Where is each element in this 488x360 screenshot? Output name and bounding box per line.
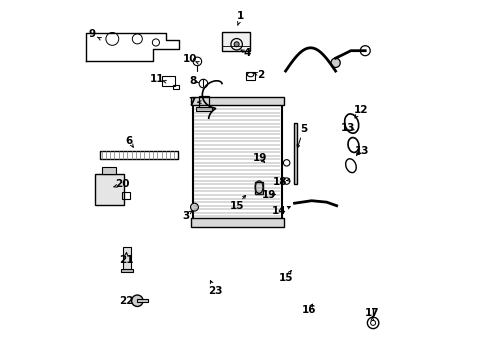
Text: 7: 7	[187, 97, 195, 107]
Text: 8: 8	[189, 76, 196, 86]
Bar	[137, 298, 148, 302]
Bar	[246, 72, 255, 80]
Bar	[196, 107, 212, 111]
Text: 17: 17	[365, 308, 379, 318]
Bar	[162, 76, 175, 86]
Text: 10: 10	[183, 54, 197, 64]
Bar	[255, 182, 263, 194]
Text: 11: 11	[149, 74, 164, 84]
Text: 16: 16	[301, 305, 315, 315]
Bar	[192, 105, 282, 219]
Bar	[173, 85, 179, 89]
Text: 13: 13	[340, 123, 355, 133]
Bar	[198, 96, 209, 109]
Bar	[190, 97, 283, 105]
Text: 22: 22	[119, 296, 134, 306]
Circle shape	[190, 203, 198, 211]
Bar	[122, 192, 130, 199]
Bar	[293, 123, 297, 184]
Bar	[102, 167, 116, 174]
Text: 13: 13	[354, 146, 368, 156]
Text: 18: 18	[272, 177, 287, 187]
Text: 19: 19	[252, 153, 266, 163]
Text: 20: 20	[115, 179, 129, 189]
Text: 4: 4	[243, 48, 250, 58]
Circle shape	[131, 295, 143, 306]
Text: 15: 15	[229, 201, 244, 211]
Bar	[190, 218, 283, 227]
Text: 9: 9	[88, 29, 95, 39]
Text: 3: 3	[182, 211, 189, 221]
Bar	[123, 247, 131, 270]
Bar	[100, 152, 178, 159]
Text: 21: 21	[119, 255, 133, 265]
Circle shape	[330, 58, 340, 67]
Text: 5: 5	[299, 124, 306, 134]
Bar	[95, 174, 123, 205]
Bar	[222, 32, 250, 51]
Text: 19: 19	[261, 190, 275, 200]
Text: 14: 14	[272, 206, 286, 216]
Text: 12: 12	[353, 105, 367, 115]
Text: 2: 2	[256, 69, 264, 80]
Text: 1: 1	[237, 12, 244, 21]
Bar	[121, 269, 132, 272]
Text: 15: 15	[278, 273, 292, 283]
Text: 23: 23	[207, 286, 222, 296]
Circle shape	[234, 42, 239, 47]
Text: 6: 6	[125, 136, 133, 147]
